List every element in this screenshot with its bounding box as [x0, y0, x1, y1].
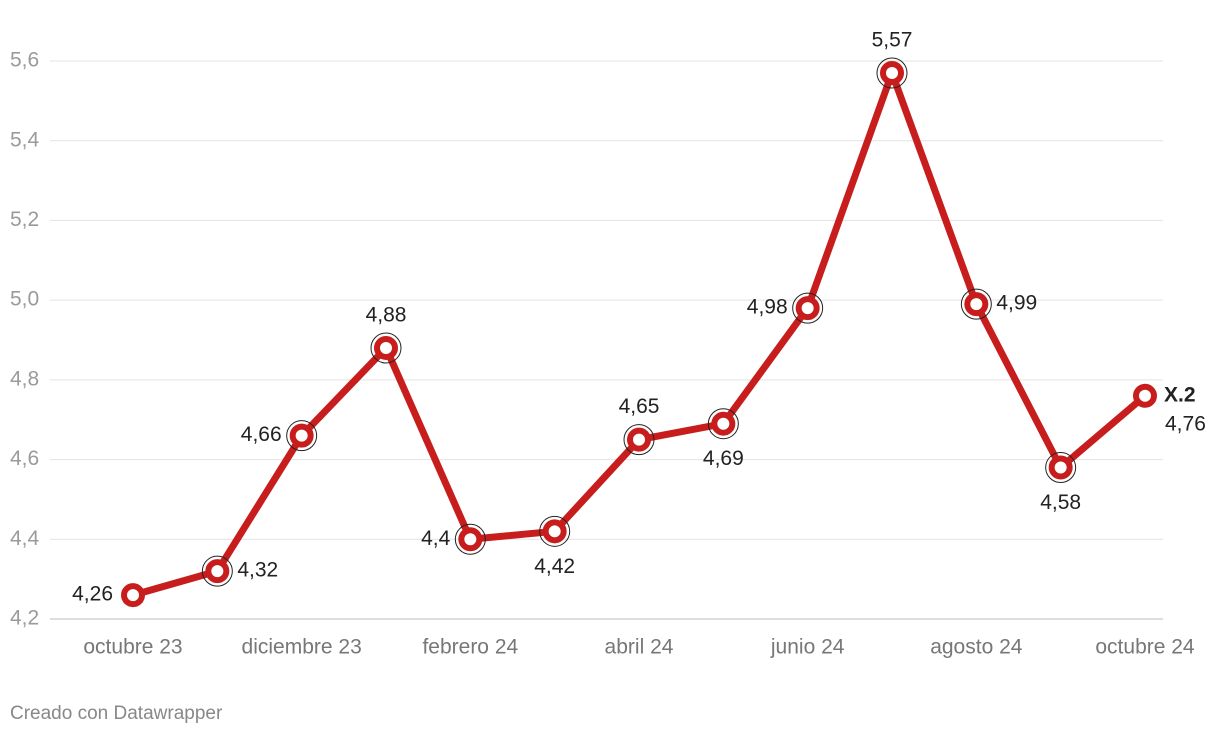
- point: [880, 60, 904, 85]
- x-tick-label: diciembre 23: [242, 636, 362, 659]
- data-label: 4,69: [703, 447, 744, 470]
- point-halo: [960, 288, 992, 320]
- point-halo: [286, 420, 318, 452]
- y-tick-label: 5,2: [10, 208, 39, 231]
- point-halo: [623, 424, 655, 456]
- data-label: 4,76: [1165, 412, 1206, 435]
- data-label: 4,42: [534, 555, 575, 578]
- x-tick-label: octubre 23: [83, 636, 182, 659]
- point-halo: [792, 292, 824, 324]
- y-tick-label: 4,4: [10, 527, 40, 550]
- line: [132, 69, 1148, 599]
- point-halo: [370, 332, 402, 364]
- data-label: 5,57: [872, 29, 913, 52]
- x-tick-label: agosto 24: [930, 636, 1023, 659]
- y-tick-label: 5,6: [10, 49, 39, 72]
- point: [627, 427, 651, 452]
- point: [374, 335, 398, 360]
- point-halo: [454, 523, 486, 555]
- point-halo: [201, 555, 233, 587]
- data-label: 4,66: [241, 423, 282, 446]
- data-label: 4,58: [1040, 491, 1081, 514]
- data-label: 4,99: [996, 292, 1037, 315]
- point: [964, 292, 989, 317]
- point: [795, 296, 820, 321]
- footer: Creado con Datawrapper: [10, 703, 223, 724]
- series-label: X.2: [1164, 383, 1196, 406]
- y-tick-label: 4,2: [10, 607, 39, 630]
- x-tick-label: abril 24: [605, 636, 674, 659]
- point-halo: [1045, 452, 1077, 484]
- point: [121, 583, 145, 608]
- point: [1048, 455, 1073, 480]
- point: [1133, 383, 1157, 408]
- point: [289, 423, 314, 448]
- point: [542, 519, 567, 544]
- x-tick-label: febrero 24: [422, 636, 518, 659]
- point-halo: [876, 57, 908, 89]
- y-tick-label: 4,8: [10, 367, 39, 390]
- point: [711, 411, 736, 436]
- data-label: 4,65: [619, 395, 660, 418]
- data-label: 4,32: [237, 559, 278, 582]
- point: [205, 559, 230, 584]
- y-tick-label: 5,4: [10, 128, 40, 151]
- y-tick-label: 5,0: [10, 288, 39, 311]
- data-label: 4,26: [72, 583, 113, 606]
- data-label: 4,98: [747, 296, 788, 319]
- point-halo: [707, 408, 739, 440]
- x-tick-label: octubre 24: [1095, 636, 1195, 659]
- data-label: 4,4: [421, 527, 451, 550]
- x-tick-label: junio 24: [770, 636, 845, 659]
- point-halo: [539, 515, 571, 547]
- data-label: 4,88: [366, 304, 407, 327]
- point: [458, 527, 483, 552]
- y-tick-label: 4,6: [10, 447, 39, 470]
